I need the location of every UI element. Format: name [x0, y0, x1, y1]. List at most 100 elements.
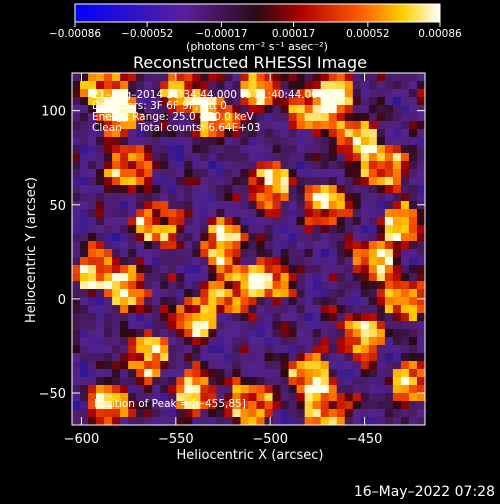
heatmap-cell	[280, 249, 290, 258]
heatmap-cell	[72, 137, 81, 146]
heatmap-cell	[184, 113, 193, 122]
heatmap-cell	[96, 281, 105, 290]
heatmap-cell	[176, 209, 185, 218]
heatmap-cell	[216, 193, 226, 202]
y-tick-label: 50	[49, 199, 66, 214]
heatmap-cell	[368, 361, 378, 370]
heatmap-cell	[232, 289, 242, 298]
heatmap-cell	[320, 345, 330, 354]
heatmap-cell	[216, 305, 226, 314]
heatmap-cell	[208, 265, 218, 274]
heatmap-cell	[160, 161, 169, 170]
heatmap-cell	[240, 193, 250, 202]
heatmap-cell	[200, 361, 209, 370]
heatmap-cell	[288, 337, 298, 346]
heatmap-cell	[288, 417, 298, 425]
heatmap-cell	[112, 281, 121, 290]
heatmap-cell	[112, 409, 121, 418]
heatmap-cell	[384, 177, 394, 186]
heatmap-cell	[344, 361, 354, 370]
heatmap-cell	[400, 73, 410, 82]
heatmap-cell	[328, 289, 338, 298]
heatmap-cell	[392, 225, 402, 234]
heatmap-cell	[208, 97, 218, 106]
heatmap-cell	[168, 337, 177, 346]
heatmap-cell	[328, 265, 338, 274]
heatmap-cell	[296, 297, 306, 306]
heatmap-cell	[200, 161, 209, 170]
heatmap-cell	[168, 153, 177, 162]
heatmap-cell	[200, 377, 209, 386]
heatmap-cell	[216, 369, 226, 378]
heatmap-cell	[256, 393, 266, 402]
heatmap-cell	[272, 209, 282, 218]
heatmap-cell	[320, 81, 330, 90]
heatmap-cell	[120, 369, 129, 378]
heatmap-cell	[104, 97, 113, 106]
heatmap-cell	[224, 145, 234, 154]
heatmap-cell	[264, 377, 274, 386]
heatmap-cell	[296, 145, 306, 154]
heatmap-cell	[328, 153, 338, 162]
heatmap-cell	[312, 161, 322, 170]
heatmap-cell	[128, 257, 137, 266]
heatmap-cell	[200, 401, 209, 410]
heatmap-cell	[416, 145, 425, 154]
heatmap-cell	[184, 105, 193, 114]
heatmap-cell	[72, 385, 81, 394]
heatmap-cell	[160, 273, 169, 282]
heatmap-cell	[152, 105, 161, 114]
heatmap-cell	[160, 97, 169, 106]
heatmap-cell	[256, 257, 266, 266]
colorbar-unit-label: (photons cm⁻² s⁻¹ asec⁻²)	[186, 40, 328, 53]
heatmap-cell	[168, 297, 177, 306]
heatmap-cell	[400, 289, 410, 298]
heatmap-cell	[152, 337, 161, 346]
heatmap-cell	[384, 393, 394, 402]
heatmap-cell	[112, 401, 121, 410]
heatmap-cell	[328, 193, 338, 202]
heatmap-cell	[288, 281, 298, 290]
heatmap-cell	[120, 313, 129, 322]
heatmap-cell	[344, 377, 354, 386]
heatmap-cell	[272, 185, 282, 194]
heatmap-cell	[152, 361, 161, 370]
heatmap-cell	[320, 217, 330, 226]
heatmap-cell	[224, 289, 234, 298]
heatmap-cell	[384, 153, 394, 162]
heatmap-cell	[376, 145, 386, 154]
heatmap-cell	[352, 97, 362, 106]
heatmap-cell	[312, 145, 322, 154]
heatmap-cell	[256, 361, 266, 370]
heatmap-cell	[184, 177, 193, 186]
heatmap-cell	[392, 281, 402, 290]
heatmap-cell	[136, 225, 145, 234]
heatmap-cell	[120, 305, 129, 314]
heatmap-cell	[344, 241, 354, 250]
heatmap-cell	[192, 185, 201, 194]
heatmap-cell	[416, 177, 425, 186]
heatmap-cell	[280, 81, 290, 90]
heatmap-cell	[248, 353, 258, 362]
heatmap-cell	[136, 329, 145, 338]
heatmap-cell	[72, 281, 81, 290]
heatmap-cell	[256, 177, 266, 186]
heatmap-cell	[136, 217, 145, 226]
heatmap-cell	[360, 241, 370, 250]
heatmap-cell	[184, 97, 193, 106]
heatmap-cell	[240, 361, 250, 370]
heatmap-cell	[192, 353, 201, 362]
heatmap-cell	[336, 113, 346, 122]
heatmap-cell	[280, 241, 290, 250]
heatmap-cell	[400, 249, 410, 258]
heatmap-cell	[368, 281, 378, 290]
heatmap-cell	[304, 393, 314, 402]
heatmap-cell	[208, 105, 218, 114]
heatmap-cell	[120, 209, 129, 218]
heatmap-cell	[336, 353, 346, 362]
heatmap-cell	[360, 305, 370, 314]
heatmap-cell	[112, 297, 121, 306]
heatmap-cell	[232, 353, 242, 362]
heatmap-cell	[72, 105, 81, 114]
heatmap-cell	[200, 241, 209, 250]
